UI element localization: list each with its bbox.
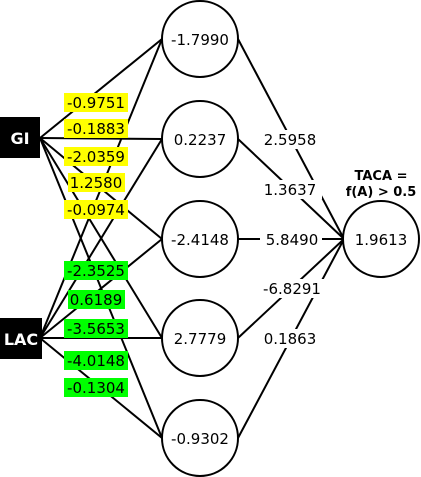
input-label-gi: GI bbox=[10, 129, 29, 148]
hidden-node-4-value: 2.7779 bbox=[174, 330, 227, 348]
hidden-node-2: 0.2237 bbox=[161, 100, 239, 178]
hidden-node-5: -0.9302 bbox=[161, 399, 239, 477]
output-weight-2: 1.3637 bbox=[264, 181, 317, 199]
output-node: TACA = f(A) > 0.5 1.9613 bbox=[342, 169, 420, 278]
gi-weight-2: -0.1883 bbox=[67, 120, 125, 138]
hidden-node-2-value: 0.2237 bbox=[174, 131, 227, 149]
gi-weight-5: -0.0974 bbox=[67, 201, 125, 219]
lac-weight-5: -0.1304 bbox=[67, 379, 125, 397]
hidden-node-3-value: -2.4148 bbox=[171, 231, 229, 249]
edge-lac-h3 bbox=[39, 238, 163, 339]
output-weight-5: 0.1863 bbox=[264, 330, 317, 348]
hidden-node-3: -2.4148 bbox=[161, 200, 239, 278]
output-value: 1.9613 bbox=[355, 231, 408, 249]
hidden-layer: -1.7990 0.2237 -2.4148 2.7779 -0.9302 bbox=[161, 0, 239, 477]
lac-weight-labels: -2.3525 0.6189 -3.5653 -4.0148 -0.1304 bbox=[64, 261, 128, 397]
gi-weight-3: -2.0359 bbox=[67, 148, 125, 166]
gi-weight-1: -0.9751 bbox=[67, 94, 125, 112]
edge-lac-h2 bbox=[39, 138, 163, 339]
output-title-line1: TACA = bbox=[355, 169, 408, 184]
output-weight-labels: 2.5958 1.3637 5.8490 -6.8291 0.1863 bbox=[258, 130, 326, 348]
output-weight-4: -6.8291 bbox=[263, 280, 321, 298]
gi-weight-4: 1.2580 bbox=[70, 174, 123, 192]
hidden-node-5-value: -0.9302 bbox=[171, 430, 229, 448]
lac-weight-4: -4.0148 bbox=[67, 352, 125, 370]
input-label-lac: LAC bbox=[4, 330, 38, 349]
edge-gi-h1 bbox=[39, 38, 163, 139]
output-weight-3: 5.8490 bbox=[266, 231, 319, 249]
lac-weight-1: -2.3525 bbox=[67, 262, 125, 280]
lac-weight-3: -3.5653 bbox=[67, 320, 125, 338]
gi-weight-labels: -0.9751 -0.1883 -2.0359 1.2580 -0.0974 bbox=[64, 93, 128, 219]
lac-weight-2: 0.6189 bbox=[70, 291, 123, 309]
output-title-line2: f(A) > 0.5 bbox=[346, 185, 417, 200]
hidden-node-1: -1.7990 bbox=[161, 0, 239, 78]
edge-gi-h2 bbox=[39, 137, 163, 140]
input-node-gi: GI bbox=[0, 117, 40, 158]
hidden-node-4: 2.7779 bbox=[161, 299, 239, 377]
output-weight-1: 2.5958 bbox=[264, 131, 317, 149]
input-node-lac: LAC bbox=[0, 318, 42, 359]
hidden-node-1-value: -1.7990 bbox=[171, 31, 229, 49]
